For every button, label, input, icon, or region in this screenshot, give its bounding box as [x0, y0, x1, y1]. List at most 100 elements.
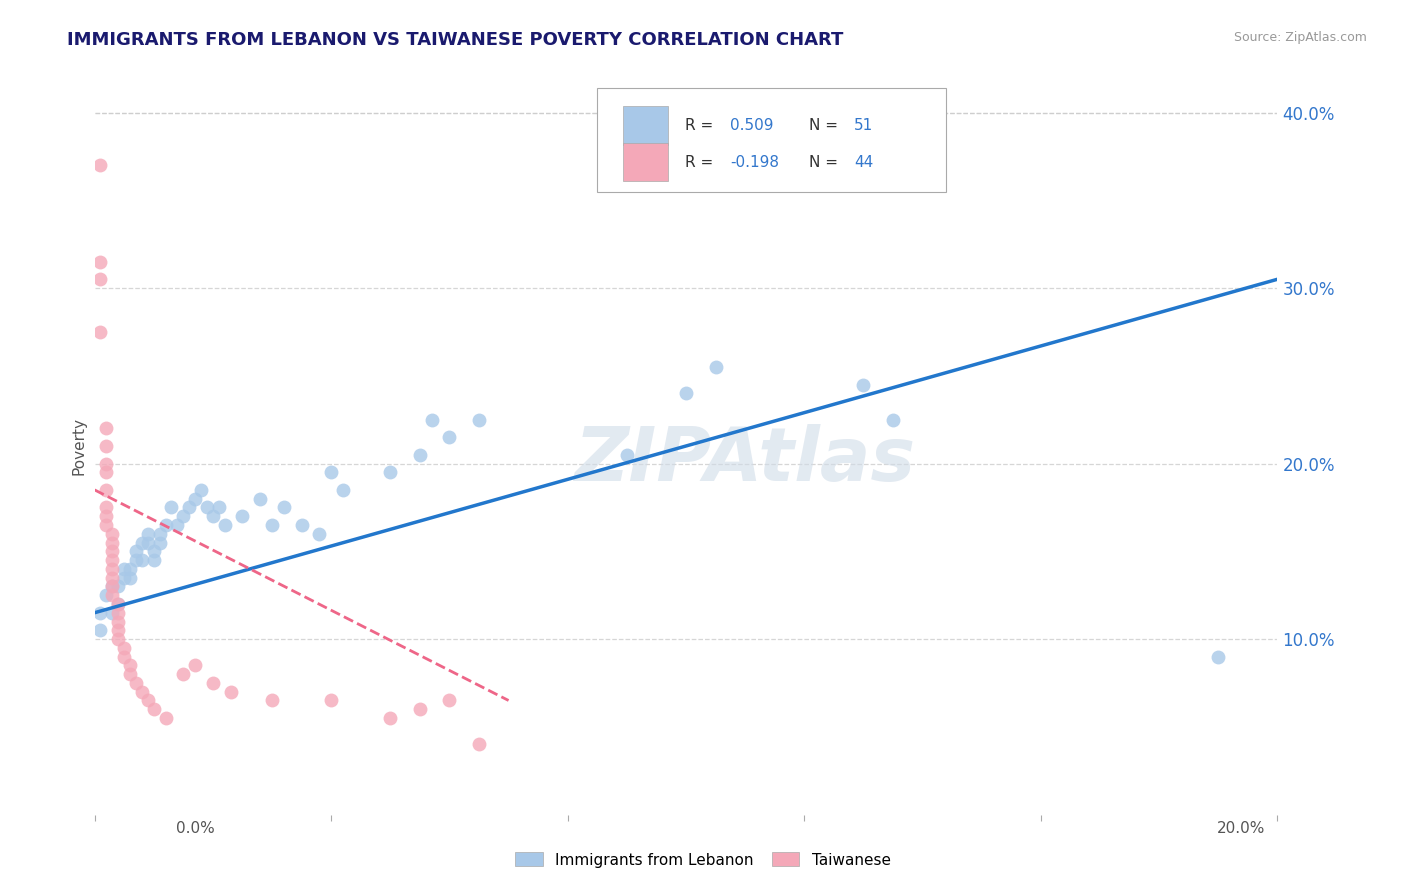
- Point: [136, 693, 159, 707]
- Point: [131, 684, 153, 698]
- Text: 20.0%: 20.0%: [1218, 821, 1265, 836]
- Point: [136, 526, 159, 541]
- Point: [201, 676, 224, 690]
- Point: [89, 325, 111, 339]
- Point: [190, 483, 212, 497]
- Point: [201, 509, 224, 524]
- Point: [616, 448, 638, 462]
- Point: [101, 535, 124, 549]
- Point: [101, 544, 124, 558]
- Point: [125, 544, 148, 558]
- Point: [321, 466, 343, 480]
- Point: [112, 562, 135, 576]
- Point: [219, 684, 242, 698]
- Point: [380, 711, 402, 725]
- Point: [96, 483, 118, 497]
- Point: [439, 693, 461, 707]
- Point: [101, 588, 124, 602]
- Point: [142, 544, 165, 558]
- Text: R =: R =: [685, 154, 718, 169]
- Point: [290, 518, 312, 533]
- Point: [107, 624, 129, 638]
- Point: [125, 676, 148, 690]
- Point: [107, 597, 129, 611]
- Point: [882, 412, 904, 426]
- Point: [120, 562, 142, 576]
- Point: [131, 553, 153, 567]
- Point: [101, 579, 124, 593]
- Point: [120, 658, 142, 673]
- Point: [852, 377, 875, 392]
- Point: [166, 518, 188, 533]
- Point: [380, 466, 402, 480]
- Text: N =: N =: [808, 118, 842, 133]
- Point: [260, 518, 283, 533]
- Point: [96, 588, 118, 602]
- Point: [142, 553, 165, 567]
- Point: [96, 518, 118, 533]
- Point: [321, 693, 343, 707]
- Point: [112, 649, 135, 664]
- Point: [112, 640, 135, 655]
- Point: [101, 579, 124, 593]
- Text: 44: 44: [853, 154, 873, 169]
- Bar: [623, 106, 668, 145]
- Point: [89, 272, 111, 286]
- Point: [1206, 649, 1229, 664]
- Point: [160, 500, 183, 515]
- Point: [120, 667, 142, 681]
- Point: [107, 579, 129, 593]
- Point: [101, 553, 124, 567]
- Point: [179, 500, 201, 515]
- Text: ZIPAtlas: ZIPAtlas: [575, 425, 915, 497]
- Point: [155, 711, 177, 725]
- Point: [107, 632, 129, 646]
- Point: [96, 439, 118, 453]
- Point: [155, 518, 177, 533]
- Point: [101, 571, 124, 585]
- Point: [125, 553, 148, 567]
- Point: [120, 571, 142, 585]
- Point: [89, 624, 111, 638]
- Y-axis label: Poverty: Poverty: [72, 417, 86, 475]
- Point: [89, 606, 111, 620]
- Text: 0.0%: 0.0%: [176, 821, 215, 836]
- Point: [468, 412, 491, 426]
- Point: [96, 457, 118, 471]
- Point: [332, 483, 354, 497]
- Point: [101, 526, 124, 541]
- Point: [96, 421, 118, 435]
- Point: [704, 359, 727, 374]
- Point: [208, 500, 231, 515]
- Text: IMMIGRANTS FROM LEBANON VS TAIWANESE POVERTY CORRELATION CHART: IMMIGRANTS FROM LEBANON VS TAIWANESE POV…: [67, 31, 844, 49]
- Point: [675, 386, 697, 401]
- Point: [184, 658, 207, 673]
- Point: [107, 597, 129, 611]
- Point: [409, 448, 432, 462]
- Point: [214, 518, 236, 533]
- Bar: [623, 143, 668, 181]
- Point: [468, 737, 491, 751]
- Point: [439, 430, 461, 444]
- Point: [131, 535, 153, 549]
- Text: -0.198: -0.198: [730, 154, 779, 169]
- Point: [149, 526, 172, 541]
- Point: [172, 509, 194, 524]
- Point: [409, 702, 432, 716]
- Text: R =: R =: [685, 118, 718, 133]
- Point: [260, 693, 283, 707]
- Text: Source: ZipAtlas.com: Source: ZipAtlas.com: [1233, 31, 1367, 45]
- Text: 51: 51: [853, 118, 873, 133]
- Point: [89, 158, 111, 172]
- Point: [136, 535, 159, 549]
- Legend: Immigrants from Lebanon, Taiwanese: Immigrants from Lebanon, Taiwanese: [509, 847, 897, 873]
- Point: [420, 412, 443, 426]
- Point: [195, 500, 218, 515]
- Point: [149, 535, 172, 549]
- Point: [172, 667, 194, 681]
- Point: [273, 500, 295, 515]
- Point: [101, 606, 124, 620]
- Point: [112, 571, 135, 585]
- Point: [96, 509, 118, 524]
- Point: [107, 606, 129, 620]
